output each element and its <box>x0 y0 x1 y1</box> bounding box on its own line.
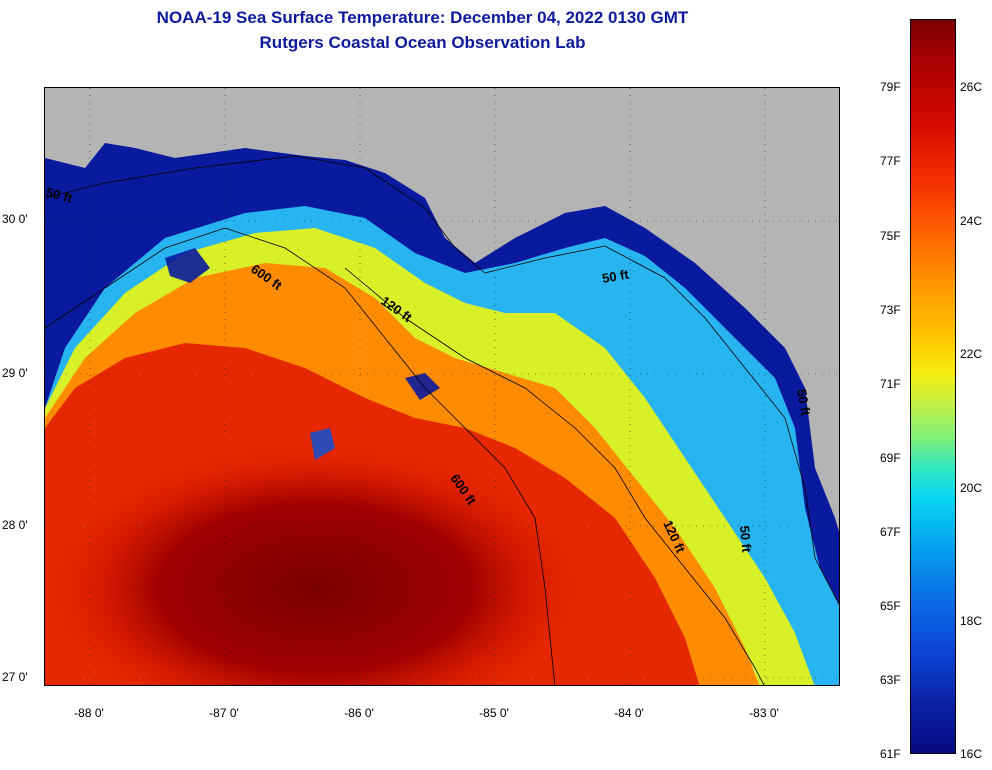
map-title: NOAA-19 Sea Surface Temperature: Decembe… <box>156 8 689 27</box>
contour-label: 50 ft <box>794 388 814 418</box>
colorbar-fahrenheit-label: 71F <box>880 377 901 391</box>
latitude-label: 27 0' <box>2 670 28 684</box>
colorbar-fahrenheit-label: 79F <box>880 80 901 94</box>
map-subtitle: Rutgers Coastal Ocean Observation Lab <box>259 33 586 52</box>
colorbar-celsius-label: 22C <box>960 347 983 361</box>
colorbar-fahrenheit-label: 61F <box>880 747 901 761</box>
temperature-colorbar <box>910 19 956 754</box>
latitude-label: 28 0' <box>2 518 28 532</box>
sst-map: 50 ft 600 ft 120 ft 50 ft 600 ft 120 ft … <box>44 87 840 686</box>
longitude-label: -87 0' <box>209 706 239 720</box>
contour-label: 50 ft <box>737 525 754 554</box>
longitude-label: -85 0' <box>479 706 509 720</box>
colorbar-fahrenheit-label: 69F <box>880 451 901 465</box>
colorbar-fahrenheit-label: 67F <box>880 525 901 539</box>
contour-label: 50 ft <box>601 266 631 286</box>
contour-label: 50 ft <box>45 184 75 206</box>
colorbar-fahrenheit-label: 73F <box>880 303 901 317</box>
longitude-label: -88 0' <box>74 706 104 720</box>
coastal-cold-patch <box>310 428 335 460</box>
longitude-label: -83 0' <box>749 706 779 720</box>
colorbar-fahrenheit-label: 65F <box>880 599 901 613</box>
colorbar-celsius-label: 18C <box>960 614 983 628</box>
coastal-cold-patch <box>405 373 440 400</box>
colorbar-fahrenheit-label: 63F <box>880 673 901 687</box>
colorbar-fahrenheit-label: 77F <box>880 154 901 168</box>
depth-contours <box>45 155 839 685</box>
colorbar-celsius-label: 20C <box>960 481 983 495</box>
colorbar-celsius-label: 16C <box>960 747 983 761</box>
latitude-label: 29 0' <box>2 366 28 380</box>
sst-map-canvas: 50 ft 600 ft 120 ft 50 ft 600 ft 120 ft … <box>45 88 839 685</box>
longitude-label: -86 0' <box>344 706 374 720</box>
latitude-label: 30 0' <box>2 212 28 226</box>
coastal-cold-patch <box>165 248 210 283</box>
colorbar-fahrenheit-label: 75F <box>880 229 901 243</box>
colorbar-celsius-label: 26C <box>960 80 983 94</box>
longitude-label: -84 0' <box>614 706 644 720</box>
water-hottest-zone <box>55 448 575 685</box>
colorbar-celsius-label: 24C <box>960 214 983 228</box>
